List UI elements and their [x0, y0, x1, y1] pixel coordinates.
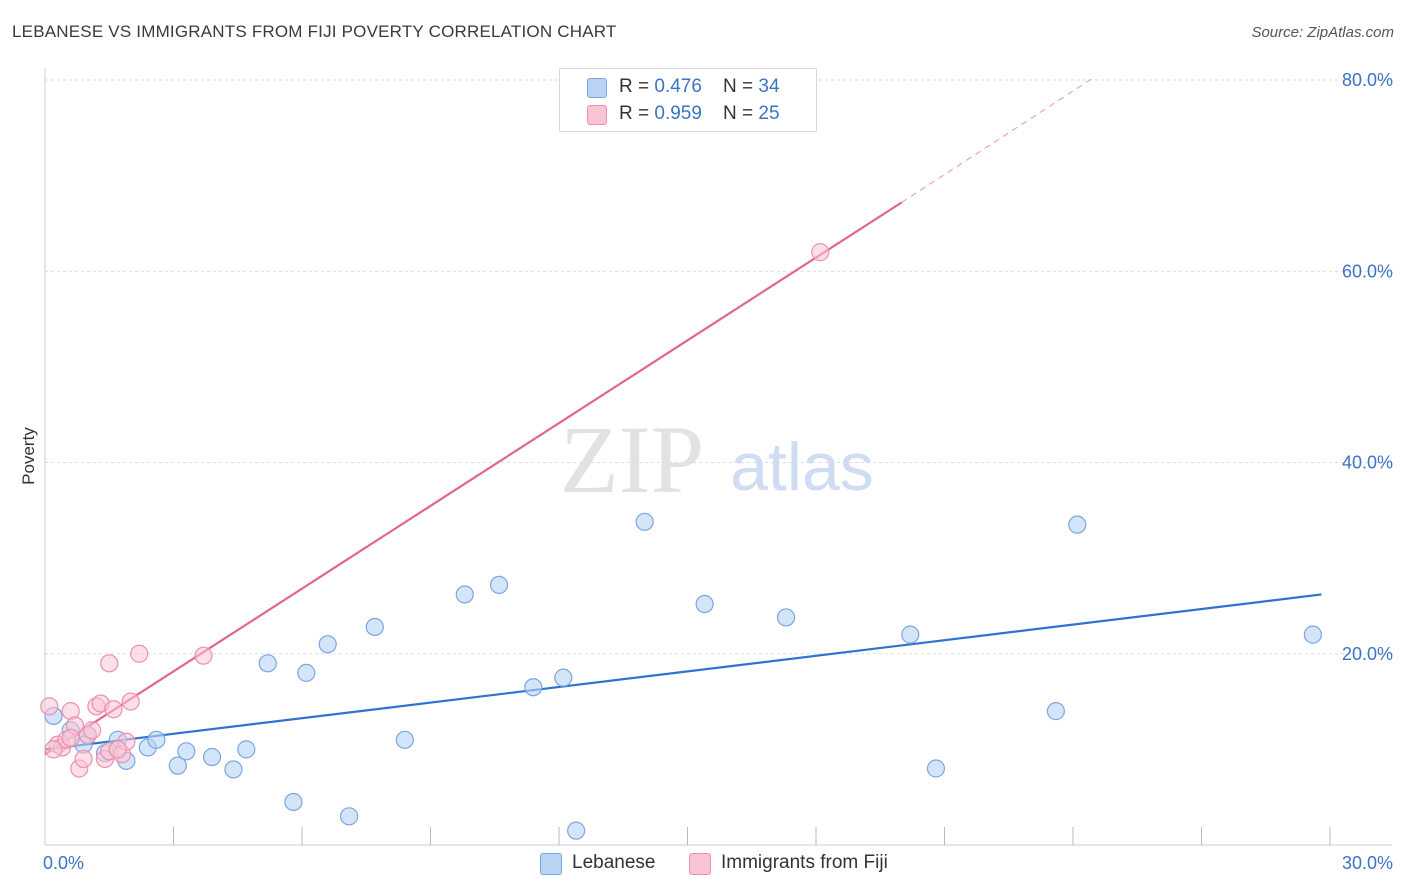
bottom-legend-swatch-lebanese: [540, 853, 562, 875]
legend-n-label: N =: [723, 103, 759, 124]
legend-swatch-lebanese: [587, 78, 607, 98]
x-tick-label-max: 30.0%: [1342, 853, 1393, 873]
point-lebanese: [365, 617, 384, 637]
point-lebanese: [258, 654, 277, 673]
point-fiji: [74, 749, 93, 769]
point-fiji: [61, 728, 80, 748]
watermark: ZIP atlas: [560, 406, 874, 513]
legend-r-label: R =: [619, 76, 655, 97]
stats-legend: R = 0.476 N = 34 R = 0.959 N = 25: [559, 68, 817, 132]
point-fiji: [130, 644, 149, 663]
legend-r-label: R =: [619, 103, 655, 124]
y-tick-label: 60.0%: [1342, 261, 1393, 281]
data-points: [40, 243, 1322, 840]
point-lebanese: [318, 635, 337, 654]
tick-labels: 20.0% 40.0% 60.0% 80.0% 0.0% 30.0%: [43, 70, 1393, 873]
trend-line-lebanese: [44, 593, 1322, 751]
axes: [44, 68, 1392, 846]
point-lebanese: [926, 759, 946, 778]
point-lebanese: [237, 740, 256, 759]
point-lebanese: [455, 585, 474, 604]
point-lebanese: [1068, 515, 1087, 534]
point-lebanese: [776, 608, 796, 627]
point-lebanese: [524, 678, 543, 697]
watermark-zip: ZIP: [560, 406, 704, 513]
legend-n-fiji: 25: [758, 103, 780, 124]
point-lebanese: [224, 760, 243, 779]
point-lebanese: [297, 663, 316, 682]
legend-r-lebanese: 0.476: [654, 76, 702, 97]
point-lebanese: [1046, 702, 1065, 721]
point-fiji: [44, 740, 63, 759]
trend-line-fiji: [44, 201, 903, 756]
point-lebanese: [168, 756, 187, 775]
point-lebanese: [202, 747, 222, 767]
x-tick-label-min: 0.0%: [43, 853, 84, 873]
point-lebanese: [489, 575, 509, 595]
bottom-legend-label-fiji: Immigrants from Fiji: [721, 852, 888, 873]
point-fiji: [40, 697, 59, 716]
source-label: Source: ZipAtlas.com: [1251, 24, 1394, 41]
point-lebanese: [567, 821, 586, 840]
chart-title: LEBANESE VS IMMIGRANTS FROM FIJI POVERTY…: [12, 22, 617, 41]
point-fiji: [194, 646, 213, 665]
point-lebanese: [901, 625, 920, 644]
point-fiji: [108, 740, 127, 759]
trend-lines: [44, 76, 1322, 756]
point-lebanese: [340, 807, 359, 826]
watermark-atlas: atlas: [730, 429, 874, 505]
point-lebanese: [635, 512, 654, 531]
point-lebanese: [395, 730, 414, 749]
point-lebanese: [147, 730, 166, 749]
point-lebanese: [177, 742, 196, 761]
point-fiji: [104, 700, 123, 719]
legend-n-label: N =: [723, 76, 759, 97]
y-axis-label: Poverty: [19, 427, 38, 485]
point-lebanese: [554, 668, 573, 687]
trend-line-fiji-extension: [901, 76, 1095, 203]
legend-swatch-fiji: [587, 105, 607, 125]
y-tick-label: 80.0%: [1342, 70, 1393, 90]
point-fiji: [811, 243, 830, 262]
grid-lines: [45, 79, 1392, 655]
point-lebanese: [695, 594, 714, 614]
bottom-legend-label-lebanese: Lebanese: [572, 852, 656, 873]
legend-n-lebanese: 34: [758, 76, 780, 97]
point-lebanese: [284, 792, 303, 812]
point-lebanese: [1303, 625, 1322, 644]
y-tick-label: 20.0%: [1342, 644, 1393, 664]
point-fiji: [83, 721, 102, 740]
point-fiji: [121, 692, 140, 711]
bottom-legend-swatch-fiji: [689, 853, 711, 875]
y-tick-label: 40.0%: [1342, 453, 1393, 473]
point-fiji: [100, 654, 119, 673]
legend-r-fiji: 0.959: [654, 103, 702, 124]
